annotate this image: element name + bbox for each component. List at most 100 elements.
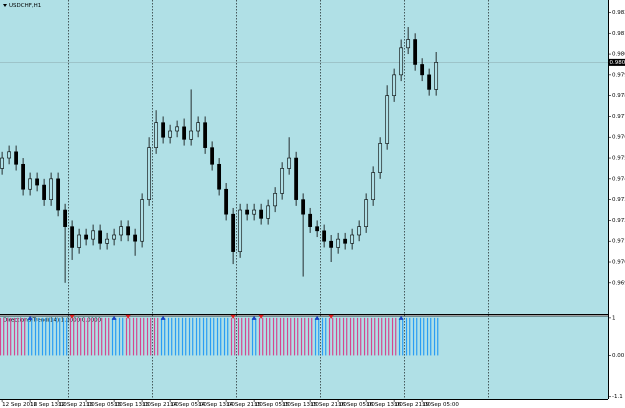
- chart-title: USDCHF,H1: [9, 3, 41, 9]
- candle-body: [133, 234, 138, 242]
- candle-body: [14, 151, 19, 165]
- y-tick-label: 0.9755: [612, 156, 625, 162]
- signal-arrow: [328, 314, 334, 319]
- candle-body: [119, 226, 124, 236]
- candle-body: [168, 130, 173, 138]
- y-tick-label: 0.9695: [612, 280, 625, 286]
- candle-body: [308, 213, 313, 227]
- candle-body: [420, 64, 425, 76]
- candle-body: [315, 226, 320, 232]
- candle-body: [238, 209, 243, 252]
- y-tick-label: 0.9705: [612, 260, 625, 266]
- candle-body: [280, 168, 285, 194]
- candle-body: [84, 234, 89, 240]
- candle-body: [217, 163, 222, 190]
- candle-body: [273, 193, 278, 207]
- candle-body: [49, 178, 54, 200]
- candle-body: [427, 74, 432, 90]
- y-tick-label: 0.9805: [612, 52, 625, 58]
- x-tick-label: 13 Sep 13:00: [114, 402, 151, 408]
- candle-body: [406, 39, 411, 49]
- y-tick-label: -1.1: [612, 394, 623, 400]
- candle-body: [399, 47, 404, 76]
- y-tick-label: 0.9745: [612, 176, 625, 182]
- candle-body: [434, 62, 439, 90]
- candle-body: [301, 199, 306, 215]
- candle-body: [70, 226, 75, 248]
- x-tick-label: 16 Sep 05:00: [338, 402, 375, 408]
- candle-body: [7, 151, 12, 159]
- y-tick-label: 0.9815: [612, 31, 625, 37]
- signal-arrow: [125, 314, 131, 319]
- x-tick-label: 16 Sep 13:00: [366, 402, 403, 408]
- candle-body: [98, 230, 103, 244]
- signal-arrow: [314, 315, 320, 320]
- signal-arrow: [111, 315, 117, 320]
- y-tick-label: 1: [612, 315, 616, 321]
- x-tick-label: 12 Sep 21:00: [58, 402, 95, 408]
- x-tick-label: 14 Sep 05:00: [170, 402, 207, 408]
- x-tick-label: 16 Sep 21:00: [394, 402, 431, 408]
- candle-body: [42, 184, 47, 200]
- signal-arrow: [27, 315, 33, 320]
- x-tick-label: 14 Sep 13:00: [198, 402, 235, 408]
- candle-body: [112, 234, 117, 240]
- candle-body: [63, 209, 68, 227]
- main-plot: [0, 0, 608, 314]
- signal-arrow: [69, 314, 75, 319]
- candle-body: [21, 163, 26, 190]
- candle-body: [259, 209, 264, 219]
- candle-body: [336, 238, 341, 248]
- candle-body: [203, 122, 208, 148]
- current-price-box: [608, 58, 625, 66]
- candle-body: [0, 157, 5, 169]
- candle-body: [175, 126, 180, 132]
- candle-body: [147, 147, 152, 200]
- signal-arrow: [230, 314, 236, 319]
- x-tick-label: 15 Sep 21:00: [310, 402, 347, 408]
- x-tick-label: 12 Sep 13:00: [30, 402, 67, 408]
- candle-body: [329, 240, 334, 248]
- y-tick-label: 0.9715: [612, 239, 625, 245]
- candle-body: [343, 238, 348, 244]
- candle-body: [126, 226, 131, 236]
- signal-arrow: [160, 315, 166, 320]
- candle-body: [385, 95, 390, 144]
- y-tick-label: 0.9785: [612, 93, 625, 99]
- candle-body: [266, 205, 271, 219]
- candle-body: [56, 178, 61, 211]
- candle-body: [378, 143, 383, 173]
- candle-body: [392, 74, 397, 96]
- x-tick-label: 15 Sep 13:00: [282, 402, 319, 408]
- x-tick-label: 12 Sep 2016: [2, 402, 37, 408]
- x-tick-label: 15 Sep 05:00: [254, 402, 291, 408]
- candle-body: [161, 122, 166, 138]
- candle-body: [252, 209, 257, 215]
- candle-body: [231, 213, 236, 252]
- y-tick-label: 0.9825: [612, 10, 625, 16]
- candle-body: [189, 130, 194, 140]
- candle-body: [357, 226, 362, 236]
- x-tick-label: 19 Sep 05:00: [422, 402, 459, 408]
- candle-body: [350, 234, 355, 244]
- y-tick-label: 0.9795: [612, 72, 625, 78]
- candle-body: [91, 230, 96, 240]
- candle-body: [35, 178, 40, 186]
- x-tick-label: 14 Sep 21:00: [226, 402, 263, 408]
- y-tick-label: 0.9765: [612, 135, 625, 141]
- candle-body: [105, 238, 110, 244]
- candle-body: [182, 126, 187, 140]
- candle-body: [224, 188, 229, 215]
- y-tick-label: 0.9775: [612, 114, 625, 120]
- x-tick-label: 13 Sep 21:00: [142, 402, 179, 408]
- candle-body: [28, 178, 33, 190]
- x-tick-label: 13 Sep 05:00: [86, 402, 123, 408]
- candle-body: [322, 230, 327, 242]
- candle-body: [154, 122, 159, 148]
- candle-body: [371, 172, 376, 200]
- candle-body: [140, 199, 145, 242]
- candle-body: [210, 147, 215, 165]
- candle-body: [77, 234, 82, 248]
